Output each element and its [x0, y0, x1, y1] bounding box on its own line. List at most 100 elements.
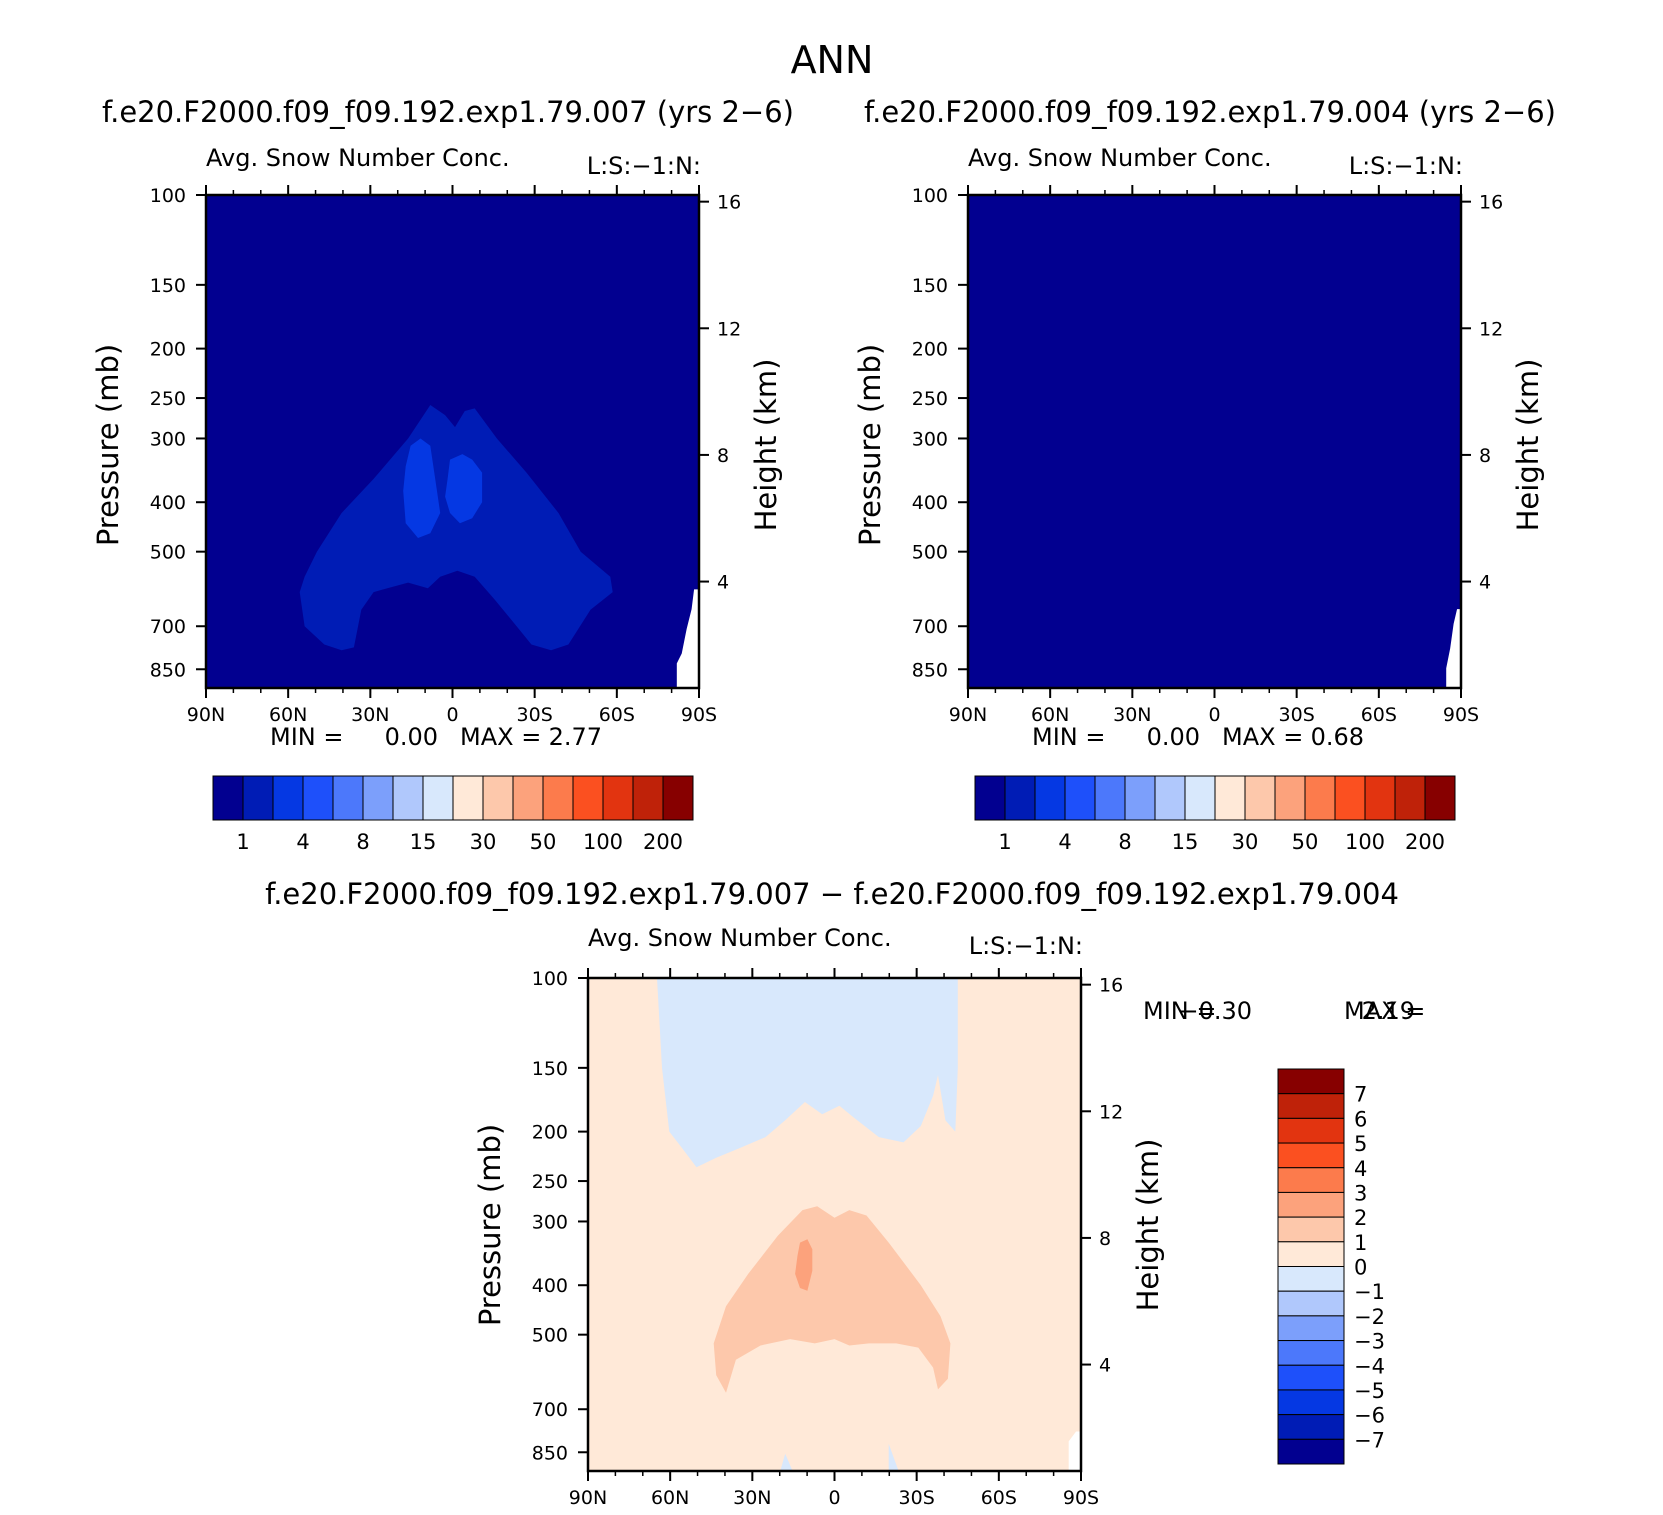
y-tick-label: 850	[912, 659, 948, 681]
page-title: ANN	[791, 38, 874, 82]
x-tick-label: 60S	[981, 1487, 1017, 1509]
colorbar-box	[542, 775, 574, 821]
y-tick-label: 700	[532, 1399, 568, 1421]
y-right-tick-label: 4	[1099, 1355, 1111, 1377]
y-right-tick-label: 8	[1479, 445, 1491, 467]
max-value: 2.19	[1362, 997, 1415, 1025]
x-tick-label: 60S	[1361, 704, 1397, 726]
x-tick-label: 90N	[569, 1487, 607, 1509]
y-tick-label: 200	[532, 1122, 568, 1144]
colorbar-label: 200	[1405, 830, 1445, 854]
colorbar-label: −2	[1354, 1305, 1385, 1329]
colorbar-label: 4	[296, 830, 309, 854]
x-tick-label: 60S	[599, 704, 635, 726]
y-axis-label: Pressure (mb)	[853, 344, 887, 546]
x-tick-label: 90S	[1063, 1487, 1099, 1509]
y-axis-label: Pressure (mb)	[91, 344, 125, 546]
y-tick-label: 500	[532, 1325, 568, 1347]
colorbar-label: 7	[1354, 1083, 1367, 1107]
colorbar-box	[1277, 1438, 1345, 1465]
colorbar-box	[1277, 1315, 1345, 1342]
y-tick-label: 850	[150, 659, 186, 681]
colorbar-label: 6	[1354, 1107, 1367, 1131]
panel-subtitle-left: Avg. Snow Number Conc.	[206, 144, 510, 172]
colorbar-box	[1277, 1290, 1345, 1317]
x-tick-label: 90N	[187, 704, 225, 726]
colorbar-label: 0	[1354, 1256, 1367, 1280]
y-tick-label: 250	[532, 1171, 568, 1193]
y-right-axis-label: Height (km)	[749, 359, 783, 532]
panel-diff: f.e20.F2000.f09_f09.192.exp1.79.007 − f.…	[265, 877, 1425, 1509]
x-tick-label: 30N	[733, 1487, 771, 1509]
colorbar-box	[1277, 1191, 1345, 1218]
y-tick-label: 250	[912, 388, 948, 410]
y-tick-label: 300	[912, 428, 948, 450]
colorbar-label: 4	[1058, 830, 1071, 854]
colorbar-box	[572, 775, 604, 821]
colorbar-label: 8	[356, 830, 369, 854]
colorbar-label: −3	[1354, 1330, 1385, 1354]
colorbar-label: −1	[1354, 1280, 1385, 1304]
y-right-axis-label: Height (km)	[1511, 359, 1545, 532]
max-label: MAX =	[1222, 723, 1303, 751]
colorbar-box	[1277, 1389, 1345, 1416]
missing-data	[676, 589, 699, 688]
colorbar-label: 3	[1354, 1181, 1367, 1205]
panel-subtitle-right: L:S:−1:N:	[969, 932, 1083, 960]
max-value: 2.77	[549, 723, 602, 751]
colorbar-box	[1004, 775, 1036, 821]
colorbar-label: 1	[1354, 1231, 1367, 1255]
max-label: MAX =	[1344, 997, 1425, 1025]
colorbar-box	[1277, 1167, 1345, 1193]
contour-level-positive	[713, 1206, 951, 1393]
y-tick-label: 700	[150, 616, 186, 638]
y-tick-label: 200	[912, 339, 948, 361]
contour-negative	[657, 978, 958, 1168]
y-tick-label: 100	[532, 968, 568, 990]
colorbar-box	[1274, 775, 1306, 821]
x-tick-label: 0	[446, 704, 458, 726]
colorbar-box	[1394, 775, 1426, 821]
colorbar-box	[1154, 775, 1186, 821]
x-tick-label: 30N	[351, 704, 389, 726]
x-tick-label: 30S	[899, 1487, 935, 1509]
colorbar-box	[1364, 775, 1396, 821]
colorbar-label: 200	[643, 830, 683, 854]
contour-level-1	[299, 405, 613, 651]
max-label: MAX =	[460, 723, 541, 751]
colorbar-box	[1277, 1093, 1345, 1119]
y-tick-label: 200	[150, 339, 186, 361]
y-right-tick-label: 8	[717, 445, 729, 467]
panel-case-title: f.e20.F2000.f09_f09.192.exp1.79.004 (yrs…	[864, 95, 1556, 129]
min-label: MIN =	[1143, 997, 1216, 1025]
colorbar-box	[212, 775, 244, 821]
panel-subtitle-right: L:S:−1:N:	[587, 152, 701, 180]
colorbar-label: 8	[1118, 830, 1131, 854]
y-tick-label: 500	[150, 542, 186, 564]
y-right-tick-label: 16	[717, 192, 741, 214]
y-tick-label: 150	[912, 275, 948, 297]
colorbar-box	[1277, 1266, 1345, 1292]
y-tick-label: 500	[912, 542, 948, 564]
colorbar-box	[392, 775, 424, 821]
y-right-axis-label: Height (km)	[1131, 1139, 1165, 1312]
y-tick-label: 700	[912, 616, 948, 638]
colorbar-label: 15	[1172, 830, 1199, 854]
x-tick-label: 90S	[681, 704, 717, 726]
colorbar-box	[1277, 1216, 1345, 1243]
x-tick-label: 60N	[269, 704, 307, 726]
colorbar-box	[272, 775, 304, 821]
y-right-tick-label: 12	[717, 318, 741, 340]
colorbar-box	[1424, 775, 1456, 821]
colorbar-box	[632, 775, 664, 821]
plot-background	[968, 195, 1461, 688]
y-tick-label: 100	[912, 185, 948, 207]
colorbar-box	[242, 775, 274, 821]
colorbar-label: 50	[1292, 830, 1319, 854]
colorbar-box	[1277, 1364, 1345, 1391]
colorbar-box	[512, 775, 544, 821]
y-tick-label: 850	[532, 1442, 568, 1464]
y-tick-label: 400	[532, 1275, 568, 1297]
min-label: MIN =	[270, 723, 343, 751]
colorbar-box	[332, 775, 364, 821]
